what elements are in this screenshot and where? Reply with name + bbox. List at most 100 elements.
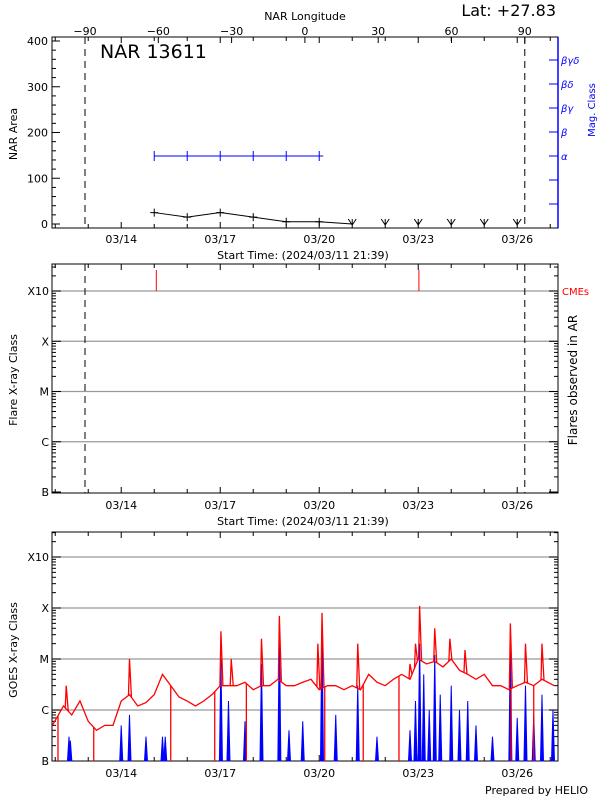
y-tick-label: B bbox=[41, 486, 49, 499]
y-tick-label: C bbox=[41, 704, 49, 717]
region-title: NAR 13611 bbox=[100, 41, 207, 63]
goes-short-spike bbox=[374, 736, 380, 762]
x-tick-label: 03/14 bbox=[105, 499, 137, 512]
goes-short-spike bbox=[465, 701, 470, 762]
goes-short-spike bbox=[300, 721, 305, 762]
goes-short-spike bbox=[417, 643, 422, 762]
goes-short-spike bbox=[432, 654, 437, 762]
goes-short-spike bbox=[277, 628, 282, 762]
goes-short-spike bbox=[550, 709, 555, 762]
goes-short-spike bbox=[490, 736, 495, 762]
panel-nar-area: 03/14 03/17 03/20 03/23 03/260100200300400−9… bbox=[27, 25, 579, 246]
area-missing-marker bbox=[413, 218, 423, 226]
top-x-tick-label: −30 bbox=[220, 25, 243, 38]
area-data-point bbox=[249, 213, 258, 222]
area-data-point bbox=[216, 208, 225, 217]
credit-label: Prepared by HELIO bbox=[485, 784, 588, 797]
latitude-label: Lat: +27.83 bbox=[461, 1, 556, 20]
plot-frame bbox=[51, 36, 559, 229]
goes-long-peak bbox=[433, 628, 438, 663]
mag-class-tick-label: βδ bbox=[560, 80, 574, 91]
goes-long-peak bbox=[219, 631, 224, 687]
goes-short-spike bbox=[319, 623, 324, 762]
x-tick-label: 03/26 bbox=[501, 233, 533, 246]
y-tick-label: M bbox=[40, 653, 50, 666]
area-missing-marker bbox=[380, 218, 390, 226]
y-tick-label: 400 bbox=[27, 35, 48, 48]
goes-short-spike bbox=[457, 709, 462, 762]
goes-short-spike bbox=[163, 736, 168, 762]
goes-long-peak bbox=[64, 685, 69, 712]
flare-class-axis-title: Flare X-ray Class bbox=[7, 334, 20, 426]
cme-legend-label: CMEs bbox=[562, 287, 589, 298]
goes-long-peak bbox=[259, 638, 265, 687]
x-tick-label: 03/20 bbox=[303, 233, 335, 246]
goes-short-spike bbox=[438, 694, 443, 762]
y-tick-label: X bbox=[41, 602, 49, 615]
goes-long-peak bbox=[417, 605, 423, 662]
goes-short-spike bbox=[427, 709, 432, 762]
goes-short-spike bbox=[119, 725, 124, 762]
x-tick-label: 03/23 bbox=[402, 767, 434, 780]
area-missing-marker bbox=[512, 218, 522, 226]
goes-short-spike bbox=[226, 701, 231, 762]
y-tick-label: 200 bbox=[27, 127, 48, 140]
area-data-point bbox=[183, 213, 192, 222]
mag-class-tick-label: βγ bbox=[560, 104, 574, 115]
goes-short-spike bbox=[218, 658, 223, 762]
goes-long-peak bbox=[540, 643, 545, 681]
y-tick-label: 100 bbox=[27, 172, 48, 185]
goes-long-peak bbox=[523, 643, 529, 684]
area-missing-marker bbox=[446, 218, 456, 226]
top-x-tick-label: −60 bbox=[147, 25, 170, 38]
goes-short-spike bbox=[68, 740, 73, 762]
panel-goes-xray: 03/14 03/17 03/20 03/23 03/26 B C M X X10 bbox=[27, 531, 559, 780]
y-tick-label: C bbox=[41, 436, 49, 449]
y-tick-label: 0 bbox=[41, 218, 48, 231]
plot-frame bbox=[51, 531, 559, 762]
goes-short-spike bbox=[515, 717, 520, 762]
flares-observed-axis-title: Flares observed in AR bbox=[566, 315, 580, 445]
area-missing-marker bbox=[347, 218, 357, 226]
x-tick-label: 03/14 bbox=[105, 767, 137, 780]
x-tick-label: 03/20 bbox=[303, 499, 335, 512]
top-x-tick-label: 0 bbox=[301, 25, 308, 38]
x-tick-label: 03/17 bbox=[204, 767, 236, 780]
plot-frame bbox=[51, 263, 559, 494]
goes-long-series-line bbox=[51, 658, 555, 732]
x-tick-label: 03/17 bbox=[204, 499, 236, 512]
panel1-xaxis-title: Start Time: (2024/03/11 21:39) bbox=[217, 249, 389, 262]
top-x-tick-label: 30 bbox=[371, 25, 385, 38]
y-tick-label: M bbox=[40, 386, 50, 399]
goes-short-spike bbox=[127, 714, 132, 762]
x-tick-label: 03/23 bbox=[402, 499, 434, 512]
goes-class-axis-title: GOES X-ray Class bbox=[7, 602, 20, 698]
goes-short-spike bbox=[449, 685, 454, 762]
goes-short-spike bbox=[259, 663, 264, 762]
mag-class-tick-label: β bbox=[560, 128, 568, 139]
goes-short-spike bbox=[286, 730, 292, 762]
goes-short-spike bbox=[473, 725, 479, 762]
y-tick-label: B bbox=[41, 755, 49, 768]
goes-long-peak bbox=[408, 663, 413, 679]
goes-short-spike bbox=[355, 685, 360, 762]
y-tick-label: 300 bbox=[27, 81, 48, 94]
x-tick-label: 03/26 bbox=[501, 767, 533, 780]
area-missing-marker bbox=[479, 218, 489, 226]
goes-long-peak bbox=[463, 649, 468, 675]
goes-long-peak bbox=[127, 658, 133, 698]
mag-class-axis-title: Mag. Class bbox=[587, 83, 598, 137]
x-tick-label: 03/14 bbox=[105, 233, 137, 246]
goes-long-peak bbox=[277, 615, 283, 682]
goes-long-peak bbox=[229, 658, 234, 686]
goes-short-spike bbox=[539, 694, 544, 762]
goes-long-peak bbox=[448, 638, 453, 662]
goes-long-peak bbox=[320, 612, 325, 689]
x-tick-label: 03/20 bbox=[303, 767, 335, 780]
goes-short-spike bbox=[523, 685, 528, 762]
x-tick-label: 03/17 bbox=[204, 233, 236, 246]
mag-class-tick-label: α bbox=[561, 152, 568, 163]
goes-long-peak bbox=[356, 643, 361, 690]
y-tick-label: X10 bbox=[27, 285, 49, 298]
